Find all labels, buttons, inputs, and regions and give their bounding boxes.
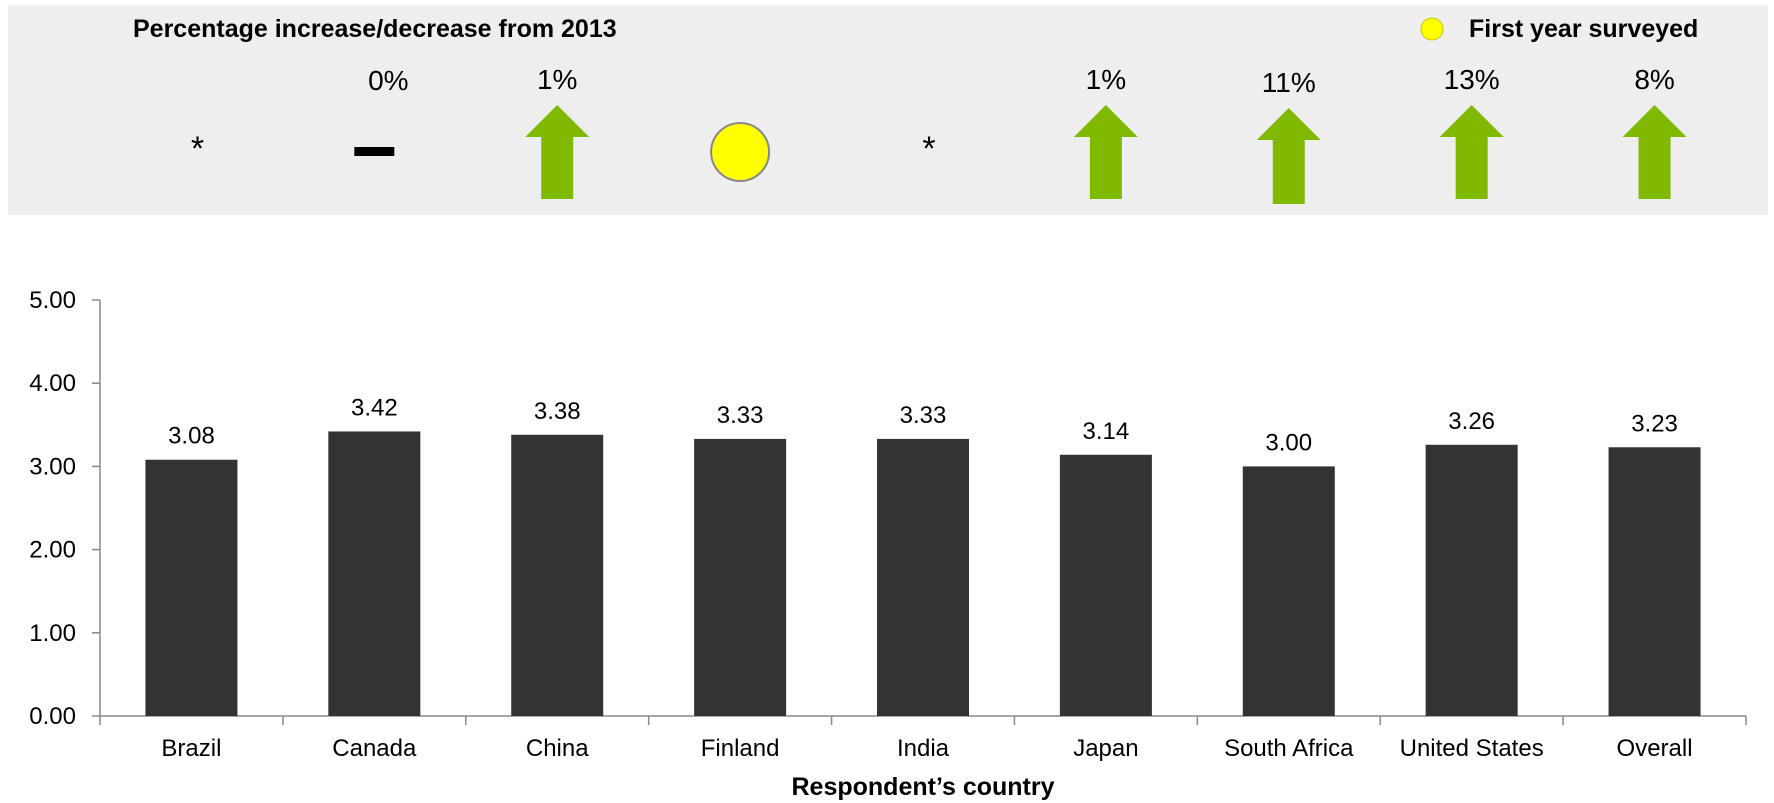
- first-year-circle-icon-finland: [710, 122, 771, 182]
- value-label-canada: 3.42: [351, 394, 398, 421]
- up-arrow-icon-south-africa: [1256, 108, 1321, 204]
- value-label-japan: 3.14: [1083, 418, 1130, 445]
- bar-united-states: [1425, 444, 1518, 716]
- change-label-south-africa: 11%: [1262, 67, 1316, 98]
- category-label-japan: Japan: [1073, 735, 1138, 762]
- y-tick-label: 3.00: [29, 453, 76, 480]
- y-tick-label: 2.00: [29, 537, 76, 564]
- first-year-legend-label: First year surveyed: [1469, 15, 1698, 43]
- bar-south-africa: [1242, 466, 1335, 716]
- y-tick-label: 4.00: [29, 370, 76, 397]
- value-label-brazil: 3.08: [168, 423, 215, 450]
- change-label-china: 1%: [537, 64, 577, 95]
- category-label-united-states: United States: [1400, 735, 1544, 762]
- bar-overall: [1608, 447, 1701, 716]
- no-change-dash-icon-canada: [354, 147, 395, 156]
- up-arrow-icon-japan: [1073, 105, 1138, 199]
- bar-japan: [1059, 454, 1152, 716]
- indicator-row: * 0% 1% * 1% 11% 13% 8%: [191, 64, 1687, 204]
- category-label-china: China: [526, 735, 589, 762]
- category-label-overall: Overall: [1617, 735, 1693, 762]
- bar-china: [511, 434, 604, 716]
- y-tick-label: 0.00: [29, 703, 76, 730]
- category-label-south-africa: South Africa: [1224, 735, 1354, 762]
- value-label-overall: 3.23: [1631, 410, 1678, 437]
- category-label-india: India: [897, 735, 950, 762]
- change-label-united-states: 13%: [1444, 64, 1500, 95]
- category-label-brazil: Brazil: [161, 735, 221, 762]
- change-label-canada: 0%: [368, 65, 408, 96]
- value-label-finland: 3.33: [717, 402, 764, 429]
- asterisk-mark-brazil: *: [191, 130, 204, 168]
- value-label-china: 3.38: [534, 398, 581, 425]
- value-label-india: 3.33: [900, 402, 947, 429]
- change-label-japan: 1%: [1086, 64, 1126, 95]
- y-tick-label: 5.00: [29, 287, 76, 314]
- value-label-south-africa: 3.00: [1265, 429, 1312, 456]
- category-label-finland: Finland: [701, 735, 780, 762]
- y-tick-label: 1.00: [29, 620, 76, 647]
- category-label-canada: Canada: [332, 735, 417, 762]
- plot-area: 0.00 1.00 2.00 3.00 4.00 5.00 3.08 Brazil 3.42 Ca…: [29, 287, 1747, 801]
- first-year-legend-icon: [1420, 17, 1444, 41]
- value-label-united-states: 3.26: [1448, 408, 1495, 435]
- up-arrow-icon-china: [525, 105, 590, 199]
- change-label-overall: 8%: [1634, 64, 1674, 95]
- x-axis-title: Respondent’s country: [792, 773, 1055, 801]
- indicator-panel-title: Percentage increase/decrease from 2013: [133, 15, 617, 43]
- up-arrow-icon-overall: [1622, 105, 1687, 199]
- bar-canada: [328, 431, 421, 716]
- bar-india: [877, 438, 969, 716]
- up-arrow-icon-united-states: [1439, 105, 1504, 199]
- asterisk-mark-india: *: [922, 130, 935, 168]
- bar-finland: [694, 438, 787, 716]
- bar-brazil: [145, 459, 238, 716]
